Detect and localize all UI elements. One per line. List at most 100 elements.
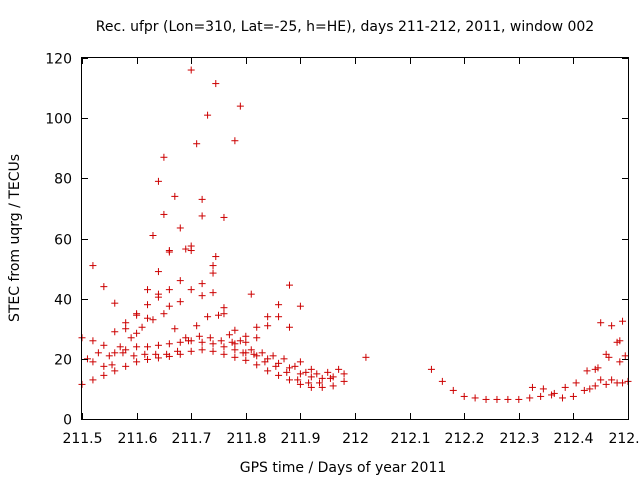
- data-point: [133, 358, 141, 366]
- data-point: [285, 281, 293, 289]
- data-point: [335, 365, 343, 373]
- x-tick-label: 212.2: [444, 431, 484, 447]
- data-point: [438, 377, 446, 385]
- data-point: [236, 337, 244, 345]
- x-axis-label: GPS time / Days of year 2011: [240, 460, 447, 476]
- data-point: [144, 286, 152, 294]
- data-point: [242, 338, 250, 346]
- data-point: [144, 343, 152, 351]
- data-point: [340, 370, 348, 378]
- data-point: [105, 352, 113, 360]
- y-tick-label: 0: [63, 413, 72, 429]
- data-point: [220, 213, 228, 221]
- data-point: [493, 395, 501, 403]
- data-point: [597, 376, 605, 384]
- data-point: [100, 362, 108, 370]
- y-axis-ticks: 0 20 40 60 80 100 120: [45, 52, 628, 429]
- data-point: [209, 289, 217, 297]
- data-point: [231, 340, 239, 348]
- data-point: [324, 368, 332, 376]
- data-point: [212, 253, 220, 261]
- chart-title: Rec. ufpr (Lon=310, Lat=-25, h=HE), days…: [96, 19, 594, 35]
- data-point: [184, 337, 192, 345]
- data-points: [78, 66, 632, 403]
- data-point: [209, 347, 217, 355]
- data-point: [195, 332, 203, 340]
- data-point: [165, 286, 173, 294]
- data-point: [504, 395, 512, 403]
- data-point: [220, 343, 228, 351]
- x-tick-label: 211.5: [62, 431, 102, 447]
- data-point: [220, 310, 228, 318]
- data-point: [528, 383, 536, 391]
- data-point: [608, 322, 616, 330]
- data-point: [602, 350, 610, 358]
- data-point: [305, 379, 313, 387]
- data-point: [583, 367, 591, 375]
- x-tick-label: 212.1: [390, 431, 430, 447]
- data-point: [539, 385, 547, 393]
- data-point: [198, 280, 206, 288]
- data-point: [291, 362, 299, 370]
- y-tick-label: 80: [54, 172, 72, 188]
- data-point: [89, 262, 97, 270]
- x-tick-label: 212.5: [608, 431, 640, 447]
- data-point: [326, 374, 334, 382]
- data-point: [198, 292, 206, 300]
- data-point: [111, 349, 119, 357]
- data-point: [225, 331, 233, 339]
- data-point: [133, 310, 141, 318]
- data-point: [231, 346, 239, 354]
- data-point: [307, 365, 315, 373]
- data-point: [220, 350, 228, 358]
- data-point: [160, 153, 168, 161]
- data-point: [130, 352, 138, 360]
- data-point: [236, 102, 244, 110]
- data-point: [296, 302, 304, 310]
- data-point: [127, 334, 135, 342]
- data-point: [307, 383, 315, 391]
- data-point: [231, 326, 239, 334]
- data-point: [449, 386, 457, 394]
- data-point: [591, 382, 599, 390]
- data-point: [597, 319, 605, 327]
- data-point: [108, 361, 116, 369]
- data-point: [220, 304, 228, 312]
- data-point: [318, 374, 326, 382]
- data-point: [122, 362, 130, 370]
- data-point: [621, 352, 629, 360]
- x-tick-label: 211.6: [117, 431, 157, 447]
- data-point: [144, 314, 152, 322]
- data-point: [198, 338, 206, 346]
- data-point: [275, 371, 283, 379]
- data-point: [313, 370, 321, 378]
- data-point: [187, 242, 195, 250]
- data-point: [100, 341, 108, 349]
- y-tick-label: 40: [54, 293, 72, 309]
- data-point: [427, 365, 435, 373]
- data-point: [253, 334, 261, 342]
- data-point: [141, 350, 149, 358]
- data-point: [182, 245, 190, 253]
- data-point: [285, 364, 293, 372]
- data-point: [586, 385, 594, 393]
- data-point: [198, 195, 206, 203]
- data-point: [154, 354, 162, 362]
- data-point: [133, 329, 141, 337]
- data-point: [111, 299, 119, 307]
- data-point: [362, 353, 370, 361]
- data-point: [122, 325, 130, 333]
- data-point: [616, 358, 624, 366]
- y-tick-label: 20: [54, 353, 72, 369]
- data-point: [302, 368, 310, 376]
- data-point: [602, 380, 610, 388]
- data-point: [209, 340, 217, 348]
- data-point: [149, 316, 157, 324]
- data-point: [204, 313, 212, 321]
- data-point: [569, 392, 577, 400]
- data-point: [198, 346, 206, 354]
- data-point: [269, 352, 277, 360]
- data-point: [176, 277, 184, 285]
- data-point: [231, 137, 239, 145]
